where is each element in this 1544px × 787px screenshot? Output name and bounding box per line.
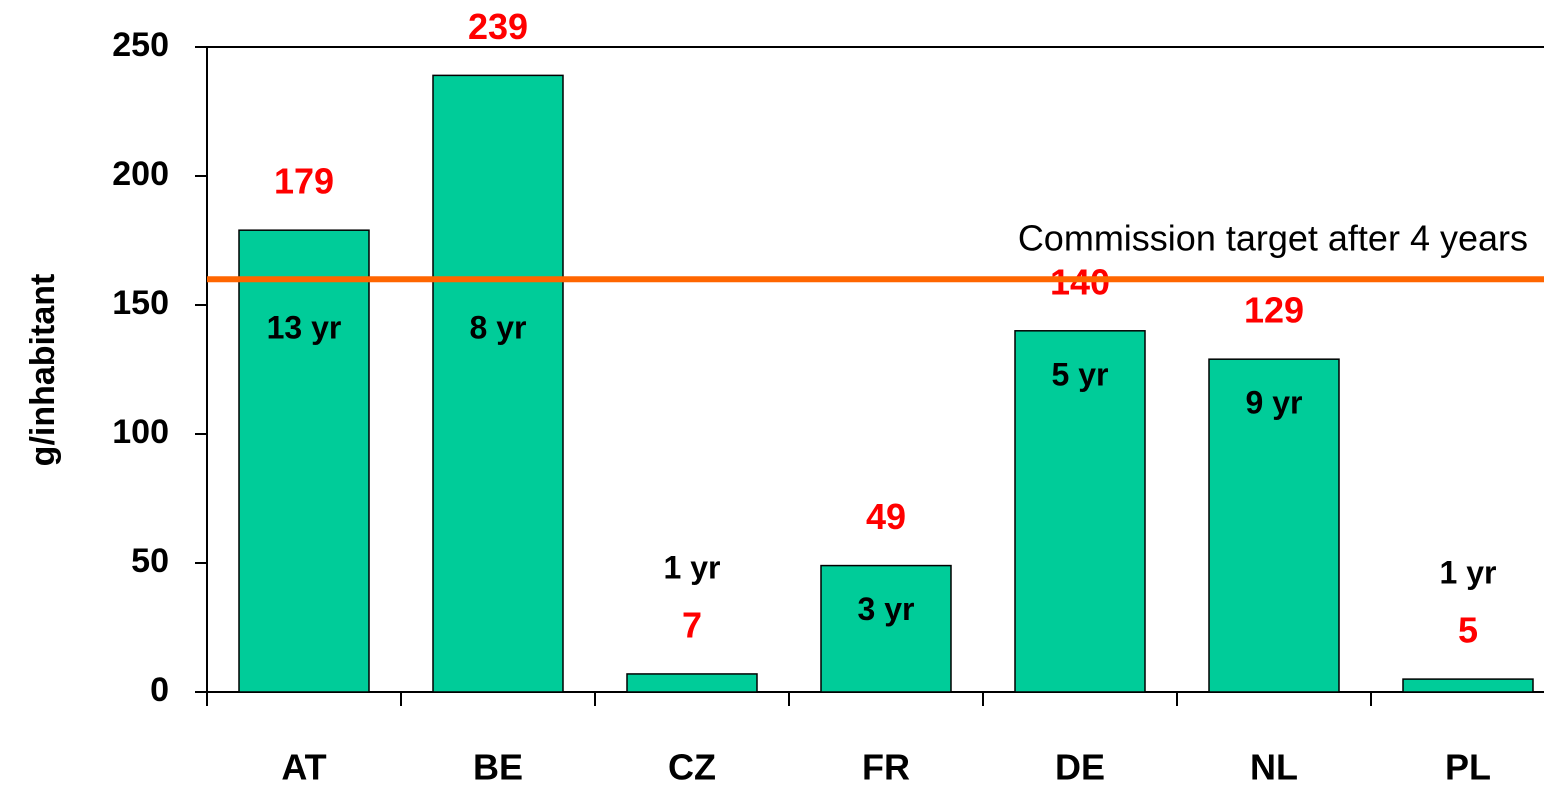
x-tick-label: PL xyxy=(1445,747,1491,787)
bar-label: 8 yr xyxy=(470,309,527,345)
bar-label: 5 yr xyxy=(1052,356,1109,392)
bar xyxy=(626,673,758,693)
bar xyxy=(432,74,564,693)
value-label: 7 xyxy=(682,604,702,645)
value-label: 49 xyxy=(866,496,906,537)
bar-label: 1 yr xyxy=(664,549,721,585)
value-label: 239 xyxy=(468,6,528,47)
value-label: 5 xyxy=(1458,610,1478,651)
y-tick-label: 250 xyxy=(112,26,169,64)
x-tick-label: FR xyxy=(862,747,910,787)
x-tick-label: DE xyxy=(1055,747,1105,787)
bar xyxy=(238,229,370,693)
y-tick-label: 0 xyxy=(150,671,169,709)
bar xyxy=(1402,678,1534,693)
bar xyxy=(820,564,952,693)
bar xyxy=(1014,330,1146,693)
bar-label: 9 yr xyxy=(1246,385,1303,421)
x-tick-label: CZ xyxy=(668,747,716,787)
x-tick-label: AT xyxy=(281,747,326,787)
y-axis-title: g/inhabitant xyxy=(24,274,62,467)
value-label: 179 xyxy=(274,161,334,202)
y-tick-label: 150 xyxy=(112,284,169,322)
bar xyxy=(1208,358,1340,693)
x-tick-label: BE xyxy=(473,747,523,787)
bar-label: 13 yr xyxy=(267,309,342,345)
target-label: Commission target after 4 years xyxy=(1018,218,1528,259)
x-tick-label: NL xyxy=(1250,747,1298,787)
value-label: 129 xyxy=(1244,290,1304,331)
y-tick-label: 50 xyxy=(131,542,169,580)
bar-label: 3 yr xyxy=(858,591,915,627)
bar-label: 1 yr xyxy=(1440,555,1497,591)
y-tick-label: 100 xyxy=(112,413,169,451)
y-tick-label: 200 xyxy=(112,155,169,193)
